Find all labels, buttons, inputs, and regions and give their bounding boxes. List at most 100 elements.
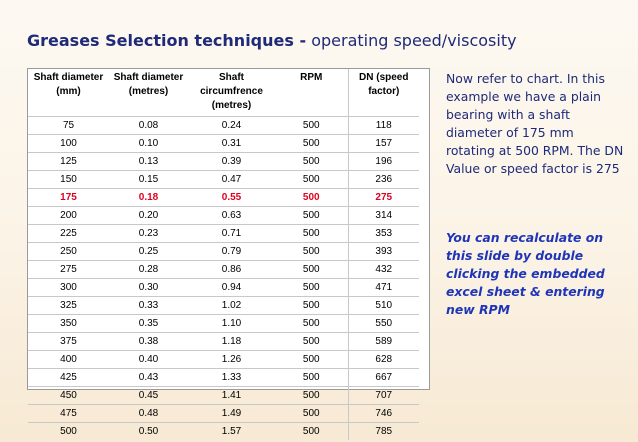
cell-rpm: 500 [275, 224, 349, 243]
cell-rpm: 500 [275, 278, 349, 297]
recalculate-note: You can recalculate on this slide by dou… [446, 230, 605, 317]
cell-shaft-diameter-metres: 0.10 [109, 134, 188, 153]
cell-dn-speed-factor: 471 [348, 278, 419, 297]
cell-shaft-diameter-metres: 0.15 [109, 170, 188, 189]
cell-shaft-diameter-mm: 300 [28, 278, 109, 297]
cell-rpm: 500 [275, 422, 349, 440]
cell-rpm: 500 [275, 314, 349, 333]
table-body: 75 0.08 0.24 500 118 100 0.10 0.31 500 157 125 0.13… [28, 116, 419, 440]
table-row: 225 0.23 0.71 500 353 [28, 224, 419, 243]
cell-shaft-circumference: 0.55 [188, 188, 275, 207]
cell-shaft-circumference: 0.94 [188, 278, 275, 297]
cell-shaft-diameter-mm: 275 [28, 260, 109, 279]
cell-shaft-diameter-mm: 350 [28, 314, 109, 333]
cell-shaft-diameter-metres: 0.33 [109, 296, 188, 315]
cell-shaft-diameter-mm: 450 [28, 386, 109, 405]
cell-dn-speed-factor: 707 [348, 386, 419, 405]
dn-table: Shaft diameter (mm) Shaft diameter (metres… [28, 69, 419, 440]
cell-dn-speed-factor: 432 [348, 260, 419, 279]
cell-dn-speed-factor: 628 [348, 350, 419, 369]
cell-rpm: 500 [275, 296, 349, 315]
slide-title-rest: operating speed/viscosity [306, 31, 517, 50]
cell-shaft-circumference: 0.47 [188, 170, 275, 189]
slide-title-bold: Greases Selection techniques - [27, 31, 307, 50]
cell-shaft-diameter-metres: 0.30 [109, 278, 188, 297]
cell-shaft-diameter-mm: 475 [28, 404, 109, 423]
cell-dn-speed-factor: 550 [348, 314, 419, 333]
cell-dn-speed-factor: 785 [348, 422, 419, 440]
cell-shaft-diameter-mm: 150 [28, 170, 109, 189]
cell-dn-speed-factor: 667 [348, 368, 419, 387]
cell-dn-speed-factor: 589 [348, 332, 419, 351]
cell-dn-speed-factor: 314 [348, 206, 419, 225]
cell-shaft-diameter-metres: 0.20 [109, 206, 188, 225]
cell-shaft-diameter-mm: 250 [28, 242, 109, 261]
table-row: 425 0.43 1.33 500 667 [28, 368, 419, 387]
cell-shaft-diameter-metres: 0.43 [109, 368, 188, 387]
table-header-row: Shaft diameter (mm) Shaft diameter (metres… [28, 69, 419, 117]
cell-shaft-diameter-mm: 75 [28, 116, 109, 135]
cell-dn-speed-factor: 393 [348, 242, 419, 261]
table-row: 350 0.35 1.10 500 550 [28, 314, 419, 333]
cell-shaft-diameter-mm: 500 [28, 422, 109, 440]
cell-shaft-diameter-metres: 0.18 [109, 188, 188, 207]
cell-rpm: 500 [275, 386, 349, 405]
cell-shaft-diameter-mm: 100 [28, 134, 109, 153]
cell-shaft-circumference: 0.63 [188, 206, 275, 225]
cell-dn-speed-factor: 196 [348, 152, 419, 171]
cell-shaft-circumference: 0.39 [188, 152, 275, 171]
cell-shaft-diameter-metres: 0.25 [109, 242, 188, 261]
cell-rpm: 500 [275, 116, 349, 135]
header-shaft-diameter-mm: Shaft diameter (mm) [33, 72, 104, 97]
cell-shaft-diameter-metres: 0.28 [109, 260, 188, 279]
cell-rpm: 500 [275, 332, 349, 351]
cell-shaft-circumference: 0.79 [188, 242, 275, 261]
table-row: 175 0.18 0.55 500 275 [28, 188, 419, 207]
cell-shaft-circumference: 1.41 [188, 386, 275, 405]
cell-rpm: 500 [275, 206, 349, 225]
cell-shaft-circumference: 1.33 [188, 368, 275, 387]
cell-rpm: 500 [275, 404, 349, 423]
cell-shaft-diameter-mm: 200 [28, 206, 109, 225]
cell-shaft-diameter-mm: 375 [28, 332, 109, 351]
cell-shaft-diameter-metres: 0.40 [109, 350, 188, 369]
cell-rpm: 500 [275, 368, 349, 387]
cell-shaft-circumference: 1.57 [188, 422, 275, 440]
cell-shaft-circumference: 0.24 [188, 116, 275, 135]
table-row: 125 0.13 0.39 500 196 [28, 152, 419, 171]
cell-shaft-diameter-mm: 175 [28, 188, 109, 207]
cell-shaft-diameter-mm: 425 [28, 368, 109, 387]
table-row: 450 0.45 1.41 500 707 [28, 386, 419, 405]
cell-dn-speed-factor: 118 [348, 116, 419, 135]
cell-shaft-diameter-metres: 0.35 [109, 314, 188, 333]
table-row: 375 0.38 1.18 500 589 [28, 332, 419, 351]
cell-dn-speed-factor: 510 [348, 296, 419, 315]
cell-rpm: 500 [275, 242, 349, 261]
cell-shaft-diameter-mm: 225 [28, 224, 109, 243]
embedded-excel-sheet[interactable]: Shaft diameter (mm) Shaft diameter (metres… [27, 68, 430, 440]
cell-rpm: 500 [275, 152, 349, 171]
cell-shaft-circumference: 1.49 [188, 404, 275, 423]
cell-shaft-diameter-metres: 0.13 [109, 152, 188, 171]
explanation-text: Now refer to chart. In this example we h… [446, 71, 624, 176]
cell-shaft-diameter-metres: 0.23 [109, 224, 188, 243]
table-row: 150 0.15 0.47 500 236 [28, 170, 419, 189]
cell-shaft-circumference: 0.31 [188, 134, 275, 153]
cell-dn-speed-factor: 746 [348, 404, 419, 423]
table-row: 200 0.20 0.63 500 314 [28, 206, 419, 225]
cell-rpm: 500 [275, 170, 349, 189]
cell-shaft-circumference: 0.71 [188, 224, 275, 243]
cell-shaft-circumference: 1.26 [188, 350, 275, 369]
table-row: 325 0.33 1.02 500 510 [28, 296, 419, 315]
cell-shaft-diameter-metres: 0.48 [109, 404, 188, 423]
cell-shaft-diameter-metres: 0.50 [109, 422, 188, 440]
table-row: 75 0.08 0.24 500 118 [28, 116, 419, 135]
table-row: 500 0.50 1.57 500 785 [28, 422, 419, 440]
cell-shaft-circumference: 0.86 [188, 260, 275, 279]
cell-dn-speed-factor: 236 [348, 170, 419, 189]
cell-shaft-circumference: 1.18 [188, 332, 275, 351]
table-row: 275 0.28 0.86 500 432 [28, 260, 419, 279]
slide-title: Greases Selection techniques - operating… [27, 30, 517, 52]
cell-shaft-diameter-metres: 0.08 [109, 116, 188, 135]
cell-rpm: 500 [275, 134, 349, 153]
